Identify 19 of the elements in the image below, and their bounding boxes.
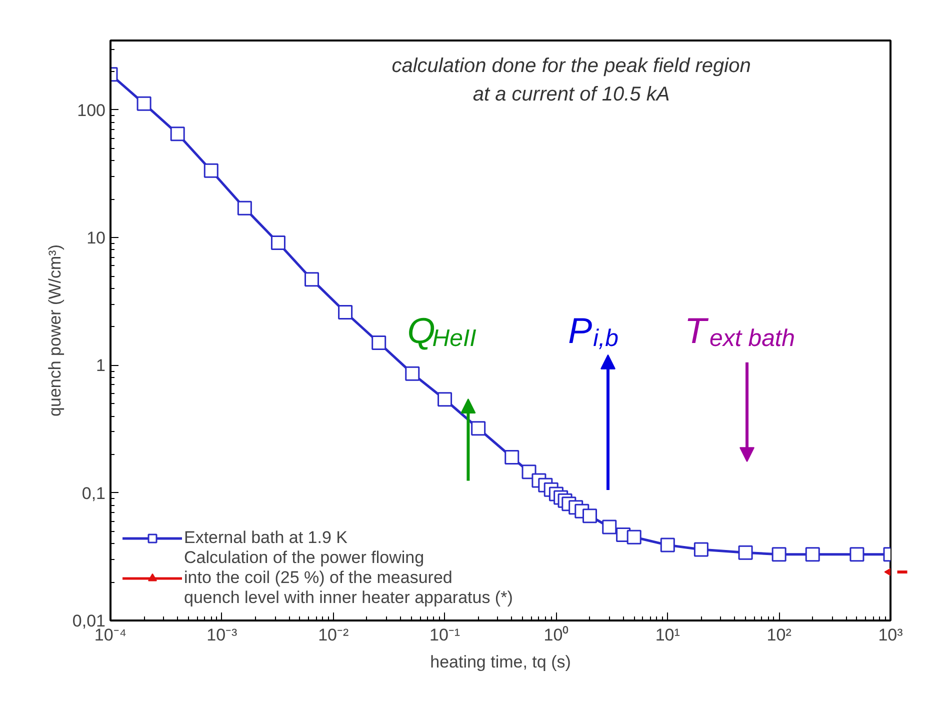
x-tick-label: 10² [766,626,792,644]
x-tick-label: 10⁻¹ [430,626,460,644]
x-tick-label: 10⁰ [544,626,569,644]
annotation: Text bath [684,310,795,352]
x-tick-label: 10⁻² [318,626,349,644]
y-tick-label: 100 [77,100,106,120]
x-tick-label: 10¹ [655,626,680,644]
annotation: QHeII [407,310,477,352]
y-tick-label: 1 [96,356,106,376]
y-tick-label: 0,1 [82,484,106,503]
x-tick-label: 10³ [878,626,904,644]
legend-label: Calculation of the power flowing into the coil (25 %) of the measured quench level with inner heater apparatus (*) [184,548,513,608]
x-axis-title: heating time, tq (s) [430,652,571,672]
legend-label: External bath at 1.9 K [184,528,348,548]
y-axis-title: quench power (W/cm³) [45,244,64,416]
y-tick-label: 10 [86,228,106,248]
annotation: calculation done for the peak field region at a current of 10.5 kA [392,55,751,106]
annotation: Pi,b [568,310,619,352]
x-tick-label: 10⁻³ [206,626,238,644]
